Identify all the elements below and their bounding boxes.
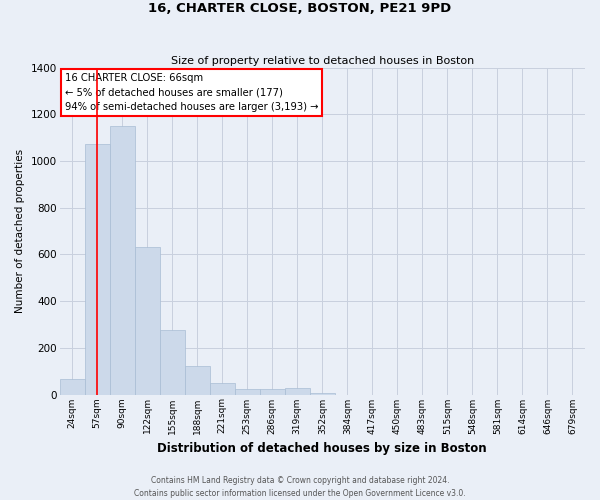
Text: Contains HM Land Registry data © Crown copyright and database right 2024.
Contai: Contains HM Land Registry data © Crown c… — [134, 476, 466, 498]
Y-axis label: Number of detached properties: Number of detached properties — [15, 149, 25, 313]
Bar — [85, 144, 110, 394]
Bar — [260, 388, 285, 394]
Bar — [285, 388, 310, 394]
Bar — [210, 383, 235, 394]
Bar — [185, 366, 210, 394]
Title: Size of property relative to detached houses in Boston: Size of property relative to detached ho… — [170, 56, 474, 66]
Bar — [110, 126, 134, 394]
X-axis label: Distribution of detached houses by size in Boston: Distribution of detached houses by size … — [157, 442, 487, 455]
Bar — [59, 380, 85, 394]
Bar — [134, 248, 160, 394]
Text: 16 CHARTER CLOSE: 66sqm
← 5% of detached houses are smaller (177)
94% of semi-de: 16 CHARTER CLOSE: 66sqm ← 5% of detached… — [65, 72, 319, 112]
Bar — [235, 388, 260, 394]
Bar — [160, 330, 185, 394]
Text: 16, CHARTER CLOSE, BOSTON, PE21 9PD: 16, CHARTER CLOSE, BOSTON, PE21 9PD — [148, 2, 452, 16]
